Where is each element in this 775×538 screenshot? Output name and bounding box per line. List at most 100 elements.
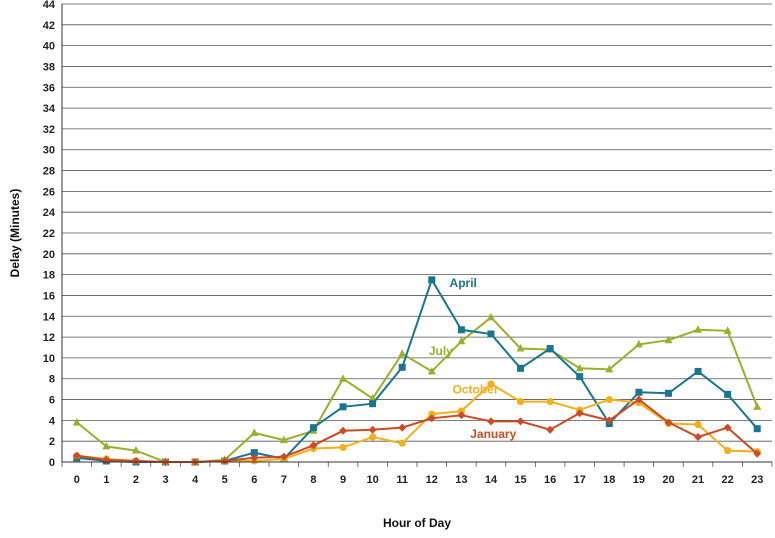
x-tick-label-17: 17 xyxy=(574,474,586,486)
point-january-8 xyxy=(309,441,318,450)
y-tick-label-10: 10 xyxy=(43,353,55,365)
x-tick-label-3: 3 xyxy=(162,474,168,486)
point-october-11 xyxy=(398,439,406,447)
point-january-6 xyxy=(250,453,259,462)
series-label-july: July xyxy=(429,344,453,358)
x-tick-label-19: 19 xyxy=(633,474,645,486)
point-october-14 xyxy=(487,380,495,388)
y-tick-label-38: 38 xyxy=(43,61,55,73)
point-october-12 xyxy=(428,410,436,418)
series-labels: April July October January xyxy=(429,276,517,441)
point-april-15 xyxy=(517,364,525,372)
y-tick-label-20: 20 xyxy=(43,249,55,261)
point-january-9 xyxy=(339,426,348,435)
y-axis-ticks: 0246810121416182022242628303234363840424… xyxy=(43,0,56,469)
point-january-12 xyxy=(427,414,436,423)
point-october-10 xyxy=(369,433,377,441)
point-july-2 xyxy=(131,446,140,454)
point-july-22 xyxy=(723,326,732,334)
x-tick-label-6: 6 xyxy=(251,474,257,486)
series-line-july xyxy=(76,315,759,463)
point-january-13 xyxy=(457,411,466,420)
point-january-14 xyxy=(486,417,495,426)
point-july-20 xyxy=(664,335,673,344)
point-april-23 xyxy=(753,425,761,433)
point-april-10 xyxy=(369,400,377,408)
y-tick-label-12: 12 xyxy=(43,332,55,344)
point-april-22 xyxy=(724,390,732,398)
x-tick-label-1: 1 xyxy=(103,474,109,486)
point-april-6 xyxy=(250,449,258,457)
y-tick-label-24: 24 xyxy=(43,207,56,219)
point-october-16 xyxy=(546,398,554,406)
y-tick-label-40: 40 xyxy=(43,41,55,53)
point-january-18 xyxy=(605,416,614,425)
point-october-9 xyxy=(339,443,347,452)
y-tick-label-44: 44 xyxy=(43,0,56,11)
y-tick-label-42: 42 xyxy=(43,20,55,32)
point-january-2 xyxy=(131,456,140,465)
point-january-22 xyxy=(723,423,732,432)
point-january-17 xyxy=(575,409,584,418)
x-tick-label-15: 15 xyxy=(514,474,526,486)
series-label-january: January xyxy=(470,427,516,441)
point-october-13 xyxy=(457,407,465,415)
point-july-19 xyxy=(634,339,643,348)
y-tick-label-28: 28 xyxy=(43,166,55,178)
point-april-12 xyxy=(428,276,436,284)
y-tick-label-4: 4 xyxy=(49,415,56,427)
point-july-21 xyxy=(694,325,703,333)
x-tick-label-8: 8 xyxy=(310,474,316,486)
point-october-22 xyxy=(724,446,732,455)
y-tick-label-16: 16 xyxy=(43,290,55,302)
x-tick-label-21: 21 xyxy=(692,474,704,486)
x-tick-label-10: 10 xyxy=(367,474,379,486)
point-july-17 xyxy=(575,363,584,372)
point-january-0 xyxy=(72,451,81,460)
point-july-23 xyxy=(753,402,762,410)
point-april-17 xyxy=(576,373,584,381)
series-label-october: October xyxy=(453,382,499,396)
x-tick-label-18: 18 xyxy=(603,474,615,486)
x-tick-label-5: 5 xyxy=(222,474,228,486)
x-tick-label-20: 20 xyxy=(662,474,674,486)
point-april-13 xyxy=(457,326,465,334)
x-tick-label-4: 4 xyxy=(192,474,199,486)
x-tick-label-11: 11 xyxy=(396,474,408,486)
point-july-18 xyxy=(605,364,614,373)
point-january-15 xyxy=(516,417,525,426)
point-july-0 xyxy=(72,417,81,426)
y-tick-label-14: 14 xyxy=(43,311,56,323)
x-tick-label-9: 9 xyxy=(340,474,346,486)
y-tick-label-34: 34 xyxy=(43,103,56,115)
point-january-21 xyxy=(694,433,703,442)
point-january-19 xyxy=(634,395,643,404)
x-axis-ticks: 0 1 2 3 4 5 6 7 8 9 10 11 12 13 14 15 16 17 18 19 20 21 22 23 xyxy=(61,462,773,486)
x-tick-label-7: 7 xyxy=(281,474,287,486)
series-line-april xyxy=(76,277,758,463)
y-tick-label-30: 30 xyxy=(43,145,55,157)
x-tick-label-22: 22 xyxy=(722,474,734,486)
series-group xyxy=(72,276,762,466)
y-tick-label-18: 18 xyxy=(43,270,55,282)
series-july xyxy=(72,312,762,465)
y-tick-label-26: 26 xyxy=(43,186,55,198)
point-april-14 xyxy=(487,330,495,338)
y-tick-label-2: 2 xyxy=(49,436,55,448)
x-tick-label-0: 0 xyxy=(74,474,80,486)
point-april-11 xyxy=(398,363,406,371)
point-july-1 xyxy=(102,441,111,450)
point-january-20 xyxy=(664,418,673,427)
x-tick-label-2: 2 xyxy=(133,474,139,486)
point-october-18 xyxy=(605,395,613,404)
point-october-21 xyxy=(694,420,702,429)
point-april-16 xyxy=(546,345,554,353)
point-january-16 xyxy=(546,425,555,434)
gridlines xyxy=(62,3,772,463)
y-tick-label-0: 0 xyxy=(49,457,55,469)
point-july-15 xyxy=(516,344,525,352)
point-july-12 xyxy=(427,366,436,375)
series-line-january xyxy=(76,398,758,463)
y-axis-title: Delay (Minutes) xyxy=(8,189,22,278)
y-tick-label-32: 32 xyxy=(43,124,55,136)
